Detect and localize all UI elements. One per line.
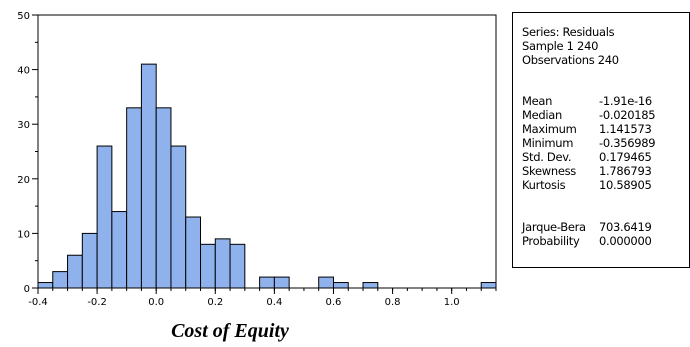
histogram-bar (126, 107, 142, 289)
stat-value-skewness: 1.786793 (599, 164, 652, 178)
stat-value-jarque-bera: 703.6419 (599, 220, 652, 234)
x-axis-ticks: -0.4 -0.2 0.0 0.2 0.4 0.6 0.8 1.0 (28, 288, 497, 308)
stat-label-kurtosis: Kurtosis (522, 178, 566, 192)
histogram-bar (229, 243, 246, 289)
histogram-bar (480, 282, 497, 289)
x-tick-label: 1.0 (444, 297, 460, 308)
histogram-bar (214, 238, 231, 289)
histogram-bar (140, 63, 157, 289)
x-tick-label: 0.2 (207, 297, 223, 308)
stat-label-probability: Probability (522, 234, 580, 248)
y-tick-label: 10 (17, 229, 30, 240)
stat-value-median: -0.020185 (599, 108, 656, 122)
histogram-chart: -0.4 -0.2 0.0 0.2 0.4 0.6 0.8 1.0 0 10 20 30 40 50 (17, 11, 497, 308)
y-tick-label: 30 (17, 120, 30, 131)
stats-sample-range: Sample 1 240 (522, 39, 599, 53)
histogram-bar (273, 276, 290, 289)
x-tick-label: 0.6 (326, 297, 342, 308)
histogram-bars (37, 63, 497, 289)
stat-label-jarque-bera: Jarque-Bera (522, 220, 586, 234)
y-tick-label: 40 (17, 66, 30, 77)
stat-value-kurtosis: 10.58905 (599, 178, 652, 192)
stat-value-probability: 0.000000 (599, 234, 652, 248)
histogram-bar (332, 282, 349, 289)
y-tick-label: 0 (24, 284, 30, 295)
histogram-bar (155, 107, 172, 289)
histogram-bar (362, 282, 379, 289)
histogram-bar (318, 276, 334, 289)
histogram-bar (200, 243, 216, 289)
x-tick-label: 0.4 (266, 297, 282, 308)
histogram-bar (111, 211, 128, 289)
stat-value-mean: -1.91e-16 (599, 94, 652, 108)
x-tick-label: 0.0 (148, 297, 164, 308)
histogram-bar (67, 254, 83, 289)
stat-value-std-dev: 0.179465 (599, 150, 652, 164)
y-tick-label: 50 (17, 11, 30, 22)
y-tick-label: 20 (17, 175, 30, 186)
stat-value-maximum: 1.141573 (599, 122, 652, 136)
x-axis-label: Cost of Equity (171, 320, 289, 342)
histogram-bar (52, 271, 69, 289)
histogram-bar (259, 276, 275, 289)
stat-label-minimum: Minimum (522, 136, 574, 150)
y-axis-ticks: 0 10 20 30 40 50 (17, 11, 38, 295)
x-tick-label: -0.2 (87, 297, 107, 308)
x-tick-label: 0.8 (385, 297, 401, 308)
stat-label-median: Median (522, 108, 563, 122)
stat-value-minimum: -0.356989 (599, 136, 656, 150)
histogram-bar (37, 282, 54, 289)
stat-label-std-dev: Std. Dev. (522, 150, 572, 164)
stats-series-name: Series: Residuals (522, 25, 615, 39)
stat-label-maximum: Maximum (522, 122, 577, 136)
stats-observations: Observations 240 (522, 53, 619, 67)
histogram-bar (81, 232, 98, 289)
histogram-bar (185, 216, 202, 289)
statistics-panel: Series: Residuals Sample 1 240 Observati… (512, 12, 690, 268)
stat-label-mean: Mean (522, 94, 553, 108)
stat-label-skewness: Skewness (522, 164, 576, 178)
histogram-bar (170, 145, 187, 289)
x-tick-label: -0.4 (28, 297, 48, 308)
histogram-bar (96, 145, 113, 289)
